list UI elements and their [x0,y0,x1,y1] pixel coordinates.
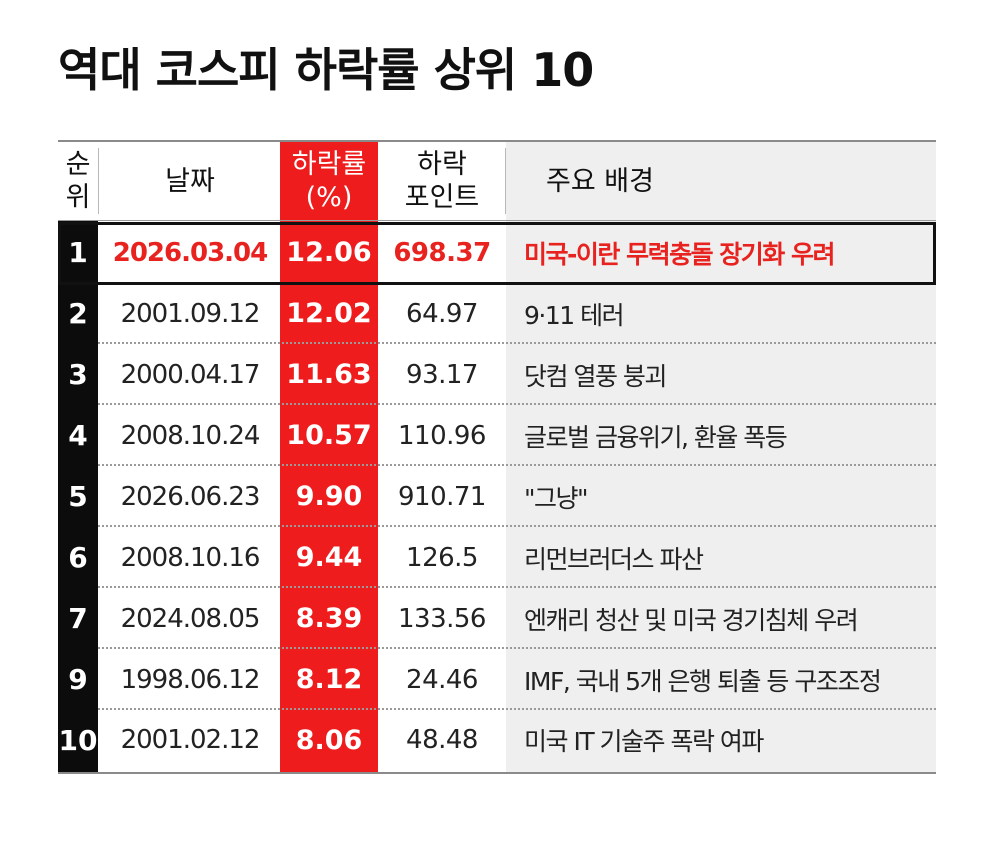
reason-column-background [506,142,936,772]
date-cell: 2001.02.12 [120,725,261,755]
row-divider [98,342,936,344]
rank-cell: 1 [68,236,88,269]
table-bottom-rule [58,772,936,774]
rate-cell: 10.57 [286,420,372,451]
page-title: 역대 코스피 하락률 상위 10 [58,43,594,97]
header-rate: 하락률 (%) [291,149,367,213]
rate-cell: 12.02 [286,298,372,329]
rank-cell: 7 [68,602,88,635]
reason-cell: 9·11 테러 [524,300,625,330]
rate-column-background [280,142,378,772]
rate-cell: 9.90 [295,481,363,512]
date-cell: 2001.09.12 [120,298,261,329]
rate-cell: 8.06 [295,724,363,756]
reason-cell: 닷컴 열풍 붕괴 [524,361,667,391]
table-row: 2 2001.09.12 12.02 64.97 9·11 테러 [58,283,936,344]
table-row: 1 2026.03.04 12.06 698.37 미국-이란 무력충돌 장기화 우려 [58,222,936,283]
table-row: 4 2008.10.24 10.57 110.96 글로벌 금융위기, 환율 폭등 [58,405,936,466]
header-date: 날짜 [165,165,215,197]
rate-cell: 8.39 [295,603,363,634]
table-row: 6 2008.10.16 9.44 126.5 리먼브러더스 파산 [58,527,936,588]
reason-cell: "그냥" [524,483,589,513]
rank-cell: 9 [68,663,88,696]
rate-cell: 8.12 [295,664,363,695]
date-cell: 2024.08.05 [120,603,261,634]
reason-cell: IMF, 국내 5개 은행 퇴출 등 구조조정 [524,666,882,696]
rank-column-background [58,221,98,773]
rank-cell: 3 [68,358,88,391]
row-divider [98,647,936,649]
header-rule [58,220,936,221]
decline-table: 순 위 날짜 하락률 (%) 하락 포인트 주요 배경 1 2026.03.04 1… [58,140,936,774]
row-divider [98,708,936,710]
points-cell: 48.48 [406,725,478,755]
points-cell: 910.71 [398,481,486,512]
rate-cell: 12.06 [286,237,372,268]
reason-cell: 리먼브러더스 파산 [524,544,704,574]
date-cell: 2000.04.17 [120,359,261,390]
points-cell: 698.37 [393,237,491,268]
points-cell: 24.46 [406,664,478,695]
points-cell: 126.5 [406,542,478,573]
table-top-rule [58,140,936,142]
date-cell: 2026.03.04 [112,237,268,268]
table-row: 5 2026.06.23 9.90 910.71 "그냥" [58,466,936,527]
points-cell: 133.56 [398,603,486,634]
rank-cell: 10 [58,723,98,757]
row-divider [98,525,936,527]
date-cell: 1998.06.12 [120,664,261,695]
reason-cell: 엔캐리 청산 및 미국 경기침체 우려 [524,605,859,635]
rank-cell: 6 [68,541,88,574]
header-reason: 주요 배경 [546,165,654,197]
reason-cell: 미국 IT 기술주 폭락 여파 [524,727,764,756]
date-cell: 2008.10.16 [120,542,261,573]
table-row: 3 2000.04.17 11.63 93.17 닷컴 열풍 붕괴 [58,344,936,405]
header-separator [505,148,506,214]
date-cell: 2026.06.23 [120,481,261,512]
header-points: 하락 포인트 [404,149,480,213]
reason-cell: 글로벌 금융위기, 환율 폭등 [524,422,788,452]
table-row: 10 2001.02.12 8.06 48.48 미국 IT 기술주 폭락 여파 [58,710,936,770]
table-row: 9 1998.06.12 8.12 24.46 IMF, 국내 5개 은행 퇴출 등 구… [58,649,936,710]
rank-cell: 5 [68,480,88,513]
points-cell: 110.96 [398,420,486,451]
row-divider [98,403,936,405]
date-cell: 2008.10.24 [120,420,261,451]
header-rank: 순 위 [65,149,91,213]
rate-cell: 11.63 [286,359,372,390]
row-divider [98,464,936,466]
row-divider [98,586,936,588]
header-separator [98,148,99,214]
rank-cell: 4 [68,419,88,452]
rank-cell: 2 [68,297,88,330]
rate-cell: 9.44 [295,542,363,573]
reason-cell: 미국-이란 무력충돌 장기화 우려 [524,239,836,269]
table-row: 7 2024.08.05 8.39 133.56 엔캐리 청산 및 미국 경기침체 우려 [58,588,936,649]
points-cell: 64.97 [406,298,478,329]
points-cell: 93.17 [406,359,478,390]
